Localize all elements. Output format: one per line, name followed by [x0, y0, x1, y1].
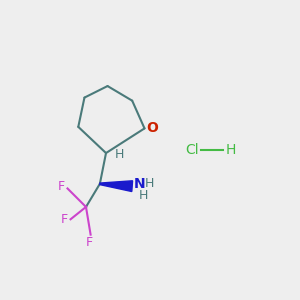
Text: H: H	[138, 189, 148, 202]
Text: H: H	[115, 148, 124, 161]
Text: H: H	[144, 177, 154, 190]
Polygon shape	[100, 181, 133, 191]
Text: F: F	[85, 236, 93, 249]
Text: Cl: Cl	[185, 143, 199, 157]
Text: N: N	[134, 177, 146, 191]
Text: O: O	[146, 122, 158, 135]
Text: F: F	[61, 213, 68, 226]
Text: H: H	[226, 143, 236, 157]
Text: F: F	[58, 180, 65, 194]
